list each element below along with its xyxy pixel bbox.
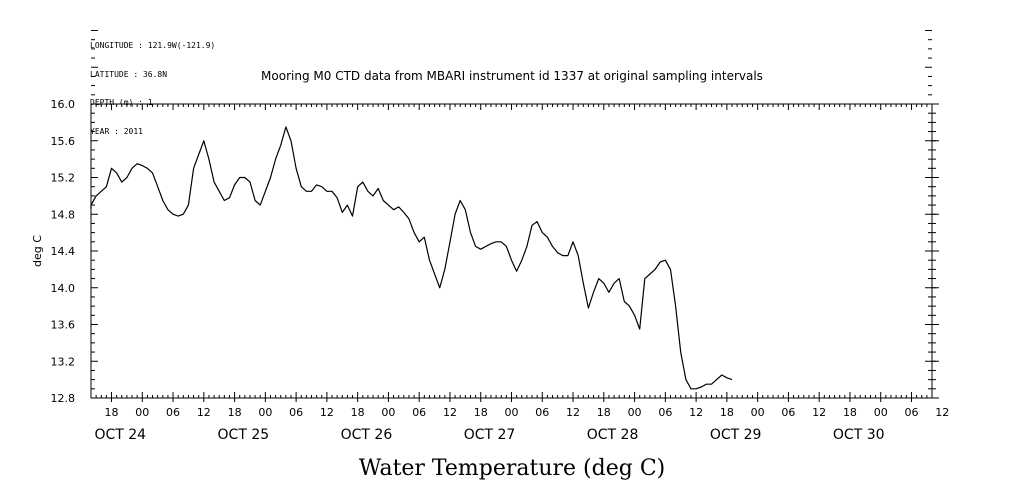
x-day-label: OCT 28	[587, 427, 639, 443]
x-tick-label: 18	[474, 406, 488, 419]
x-tick-label: 00	[874, 406, 888, 419]
y-tick-label: 13.6	[51, 319, 76, 332]
x-tick-label: 12	[812, 406, 826, 419]
x-tick-label: 06	[535, 406, 549, 419]
x-tick-label: 00	[135, 406, 149, 419]
x-tick-label: 06	[289, 406, 303, 419]
x-axis: 18 00 06 12 18 00 06 12 18 00 06 12 18 00 06 12 18 00 06 12…	[90, 104, 949, 443]
x-tick-label: 12	[935, 406, 949, 419]
x-tick-label: 18	[105, 406, 119, 419]
x-tick-label: 12	[197, 406, 211, 419]
y-tick-label: 14.0	[51, 282, 76, 295]
x-tick-label: 18	[843, 406, 857, 419]
x-tick-label: 18	[597, 406, 611, 419]
y-axis-label: deg C	[31, 235, 44, 267]
x-tick-label: 12	[443, 406, 457, 419]
latitude-text: LATITUDE : 36.8N	[90, 69, 168, 79]
y-tick-label: 12.8	[51, 392, 76, 405]
series-line	[90, 126, 733, 390]
depth-text: DEPTH (m) : 1	[90, 98, 153, 107]
series-group	[90, 126, 733, 390]
chart-title: Water Temperature (deg C)	[359, 456, 666, 481]
y-tick-label: 14.8	[51, 208, 76, 221]
year-text: YEAR : 2011	[90, 126, 143, 136]
x-day-label: OCT 25	[218, 427, 270, 443]
x-tick-label: 06	[904, 406, 918, 419]
y-tick-label: 13.2	[51, 355, 76, 368]
x-tick-label: 00	[258, 406, 272, 419]
station-metadata: LONGITUDE : 121.9W(-121.9) LATITUDE : 36…	[90, 22, 215, 146]
y-tick-label: 16.0	[51, 98, 76, 111]
chart-subtitle: Mooring M0 CTD data from MBARI instrumen…	[261, 69, 763, 83]
x-tick-label: 00	[751, 406, 765, 419]
x-tick-label: 12	[689, 406, 703, 419]
x-tick-label: 12	[320, 406, 334, 419]
x-day-label: OCT 27	[464, 427, 516, 443]
x-day-label: OCT 26	[341, 427, 393, 443]
plot-frame	[90, 103, 933, 399]
x-tick-label: 06	[658, 406, 672, 419]
x-tick-label: 06	[166, 406, 180, 419]
y-tick-label: 15.6	[51, 135, 76, 148]
x-tick-label: 00	[381, 406, 395, 419]
x-day-label: OCT 29	[710, 427, 762, 443]
x-tick-label: 12	[566, 406, 580, 419]
x-day-label: OCT 24	[94, 427, 146, 443]
x-tick-label: 18	[351, 406, 365, 419]
x-tick-label: 18	[228, 406, 242, 419]
y-axis: 12.8 13.2 13.6 14.0 14.4 14.8 15.2 15.6 16.0	[51, 30, 939, 405]
x-tick-label: 06	[781, 406, 795, 419]
y-tick-label: 15.2	[51, 172, 76, 185]
x-tick-label: 00	[628, 406, 642, 419]
x-tick-label: 06	[412, 406, 426, 419]
longitude-text: LONGITUDE : 121.9W(-121.9)	[90, 41, 216, 50]
x-tick-label: 00	[505, 406, 519, 419]
x-tick-label: 18	[720, 406, 734, 419]
x-day-label: OCT 30	[833, 427, 885, 443]
y-tick-label: 14.4	[51, 245, 76, 258]
